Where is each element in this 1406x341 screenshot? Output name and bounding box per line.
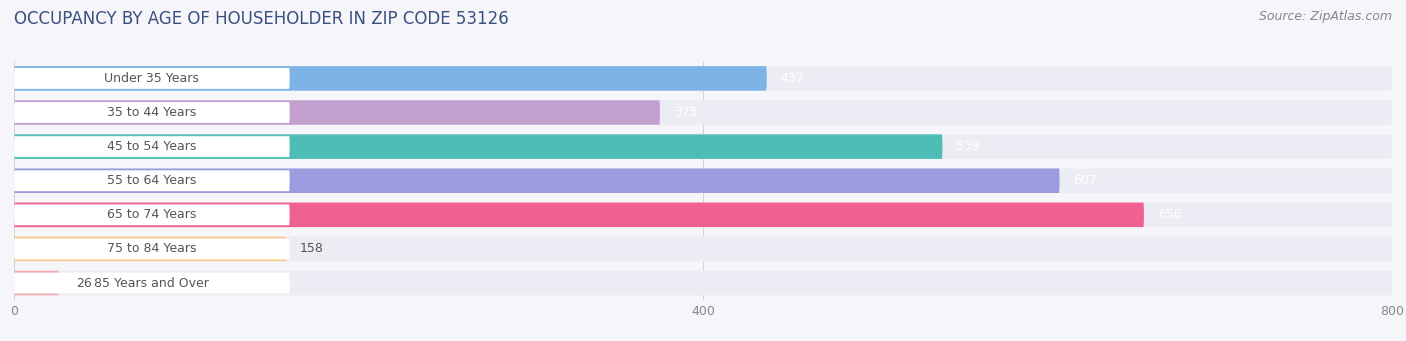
Text: 437: 437 <box>780 72 804 85</box>
FancyBboxPatch shape <box>14 271 59 295</box>
Text: 55 to 64 Years: 55 to 64 Years <box>107 174 197 187</box>
FancyBboxPatch shape <box>14 102 290 123</box>
FancyBboxPatch shape <box>14 203 1392 227</box>
FancyBboxPatch shape <box>14 134 942 159</box>
Text: 75 to 84 Years: 75 to 84 Years <box>107 242 197 255</box>
FancyBboxPatch shape <box>14 203 1144 227</box>
FancyBboxPatch shape <box>14 68 290 89</box>
Text: 539: 539 <box>956 140 980 153</box>
FancyBboxPatch shape <box>14 100 1392 125</box>
FancyBboxPatch shape <box>14 237 1392 261</box>
FancyBboxPatch shape <box>14 168 1392 193</box>
FancyBboxPatch shape <box>14 66 766 91</box>
Text: 375: 375 <box>673 106 697 119</box>
Text: Under 35 Years: Under 35 Years <box>104 72 200 85</box>
FancyBboxPatch shape <box>14 168 1060 193</box>
FancyBboxPatch shape <box>14 66 1392 91</box>
Text: 65 to 74 Years: 65 to 74 Years <box>107 208 197 221</box>
FancyBboxPatch shape <box>14 238 290 260</box>
Text: 35 to 44 Years: 35 to 44 Years <box>107 106 197 119</box>
Text: 45 to 54 Years: 45 to 54 Years <box>107 140 197 153</box>
Text: 607: 607 <box>1073 174 1097 187</box>
Text: 26: 26 <box>76 277 91 290</box>
Text: Source: ZipAtlas.com: Source: ZipAtlas.com <box>1258 10 1392 23</box>
FancyBboxPatch shape <box>14 204 290 225</box>
Text: OCCUPANCY BY AGE OF HOUSEHOLDER IN ZIP CODE 53126: OCCUPANCY BY AGE OF HOUSEHOLDER IN ZIP C… <box>14 10 509 28</box>
FancyBboxPatch shape <box>14 237 287 261</box>
FancyBboxPatch shape <box>14 272 290 294</box>
FancyBboxPatch shape <box>14 100 659 125</box>
FancyBboxPatch shape <box>14 170 290 191</box>
Text: 158: 158 <box>299 242 323 255</box>
Text: 656: 656 <box>1157 208 1181 221</box>
FancyBboxPatch shape <box>14 134 1392 159</box>
Text: 85 Years and Over: 85 Years and Over <box>94 277 209 290</box>
FancyBboxPatch shape <box>14 136 290 157</box>
FancyBboxPatch shape <box>14 271 1392 295</box>
